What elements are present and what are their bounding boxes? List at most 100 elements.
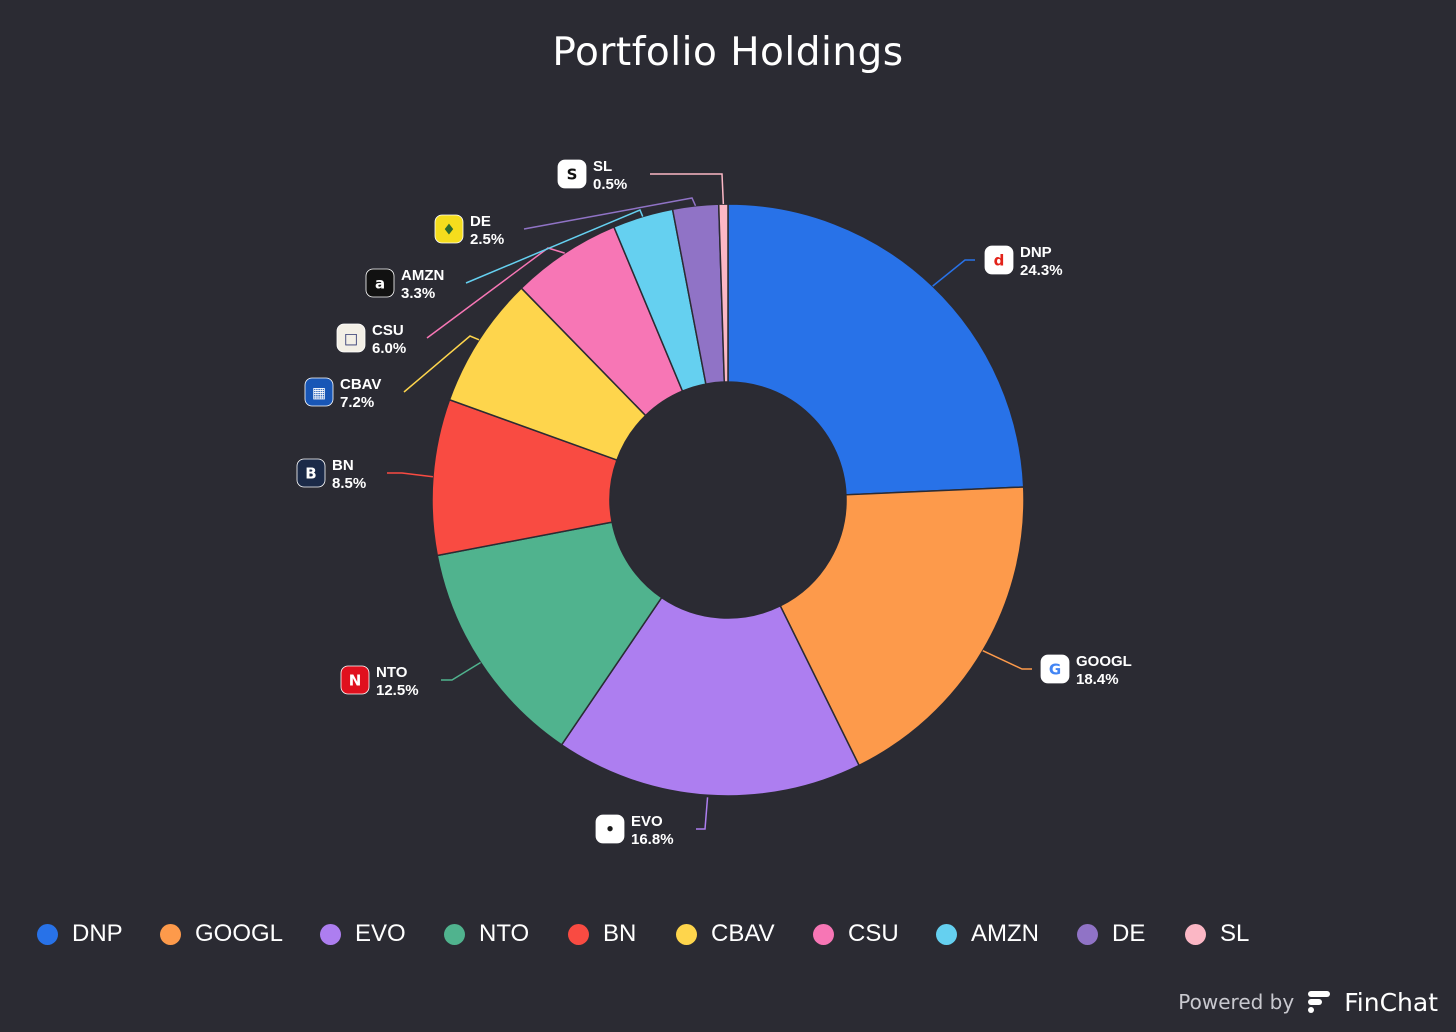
data-label-de: ♦ DE2.5%: [434, 213, 504, 248]
label-percent: 2.5%: [470, 231, 504, 248]
leader-line-cbav: [403, 335, 480, 393]
label-percent: 8.5%: [332, 475, 366, 492]
branding: Powered by FinChat: [1178, 984, 1438, 1020]
leader-lines-layer: [387, 173, 1032, 830]
legend-swatch: [936, 923, 957, 945]
label-ticker: CBAV: [340, 376, 381, 393]
label-ticker: EVO: [631, 813, 663, 830]
svg-text:♦: ♦: [442, 221, 455, 239]
legend-item-sl[interactable]: SL: [1185, 914, 1249, 954]
deere-logo-icon: ♦: [434, 214, 464, 244]
nto-logo-icon: N: [340, 665, 370, 695]
svg-text:a: a: [375, 275, 385, 293]
label-ticker: CSU: [372, 322, 404, 339]
legend-swatch: [1077, 923, 1098, 945]
cbav-logo-icon: ▦: [304, 377, 334, 407]
legend-item-cbav[interactable]: CBAV: [676, 914, 775, 954]
label-percent: 0.5%: [593, 176, 627, 193]
legend-label: GOOGL: [195, 920, 284, 947]
legend-swatch: [444, 923, 465, 945]
label-percent: 6.0%: [372, 340, 406, 357]
svg-text:□: □: [344, 330, 358, 348]
powered-by-text: Powered by: [1178, 990, 1295, 1014]
legend-item-bn[interactable]: BN: [568, 914, 636, 954]
google-logo-icon: G: [1040, 654, 1070, 684]
leader-line-nto: [441, 661, 481, 681]
label-percent: 16.8%: [631, 831, 674, 848]
legend-label: DNP: [72, 920, 123, 947]
slice-bn[interactable]: [431, 398, 618, 557]
legend-label: CBAV: [711, 920, 775, 947]
label-percent: 3.3%: [401, 285, 435, 302]
legend-swatch: [813, 923, 834, 945]
evo-logo-icon: •: [595, 814, 625, 844]
label-percent: 18.4%: [1076, 671, 1119, 688]
label-ticker: BN: [332, 457, 354, 474]
label-ticker: SL: [593, 158, 612, 175]
legend-item-googl[interactable]: GOOGL: [160, 914, 283, 954]
amazon-logo-icon: a: [365, 268, 395, 298]
finchat-brand-name: FinChat: [1344, 987, 1438, 1017]
label-ticker: GOOGL: [1076, 653, 1132, 670]
slice-dnp[interactable]: [727, 203, 1025, 496]
slice-sl[interactable]: [717, 203, 729, 383]
bn-logo-icon: B: [296, 458, 326, 488]
label-ticker: AMZN: [401, 267, 444, 284]
label-percent: 24.3%: [1020, 262, 1063, 279]
legend-swatch: [37, 923, 58, 945]
legend-label: BN: [603, 920, 637, 947]
data-label-sl: S SL0.5%: [557, 158, 627, 193]
legend-item-evo[interactable]: EVO: [320, 914, 406, 954]
label-ticker: DNP: [1020, 244, 1052, 261]
svg-text:S: S: [567, 166, 578, 184]
legend-label: NTO: [479, 920, 530, 947]
slices-layer: [431, 203, 1025, 797]
legend-label: DE: [1112, 920, 1146, 947]
svg-text:▦: ▦: [312, 384, 326, 402]
svg-text:G: G: [1049, 661, 1061, 679]
legend-item-amzn[interactable]: AMZN: [936, 914, 1039, 954]
slice-evo[interactable]: [560, 596, 861, 797]
legend: DNP GOOGL EVO NTO BN CBAV CSU AMZN DE SL: [0, 914, 1456, 954]
leader-line-sl: [650, 173, 725, 205]
leader-line-googl: [982, 649, 1032, 670]
legend-item-de[interactable]: DE: [1077, 914, 1145, 954]
leader-line-amzn: [465, 209, 644, 284]
dnp-logo-icon: d: [984, 245, 1014, 275]
legend-label: CSU: [848, 920, 899, 947]
legend-swatch: [160, 923, 181, 945]
slice-googl[interactable]: [779, 486, 1025, 767]
legend-swatch: [568, 923, 589, 945]
leader-line-de: [523, 197, 697, 230]
csu-logo-icon: □: [336, 323, 366, 353]
label-ticker: NTO: [376, 664, 408, 681]
chart-title: Portfolio Holdings: [552, 30, 904, 75]
label-percent: 12.5%: [376, 682, 419, 699]
slice-nto[interactable]: [436, 521, 663, 746]
svg-text:N: N: [349, 672, 362, 690]
legend-swatch: [676, 923, 697, 945]
legend-label: SL: [1220, 920, 1250, 947]
label-percent: 7.2%: [340, 394, 374, 411]
label-ticker: DE: [470, 213, 491, 230]
leader-line-dnp: [932, 259, 975, 287]
sl-logo-icon: S: [557, 159, 587, 189]
leader-line-evo: [696, 797, 709, 830]
legend-item-dnp[interactable]: DNP: [37, 914, 123, 954]
legend-label: AMZN: [971, 920, 1039, 947]
legend-item-nto[interactable]: NTO: [444, 914, 529, 954]
legend-item-csu[interactable]: CSU: [813, 914, 899, 954]
data-label-bn: B BN8.5%: [296, 457, 366, 492]
svg-text:B: B: [305, 465, 316, 483]
legend-swatch: [320, 923, 341, 945]
finchat-logo-icon: [1308, 991, 1331, 1013]
svg-text:•: •: [605, 821, 615, 839]
